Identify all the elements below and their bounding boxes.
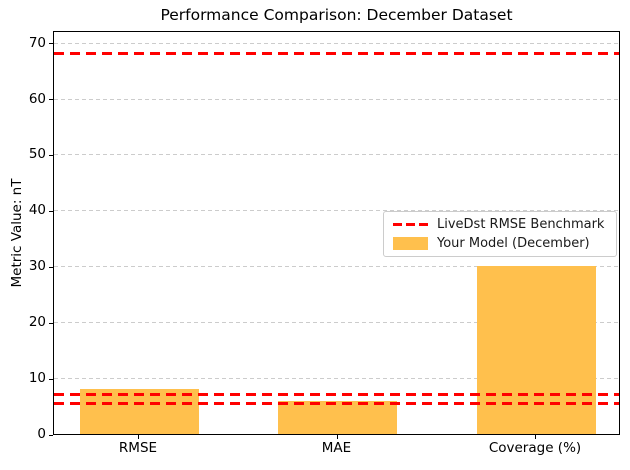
y-tick-label-0: 0: [37, 426, 46, 442]
bar-rmse: [79, 389, 199, 434]
x-tick-mark-coverage: [535, 435, 536, 439]
benchmark-line-68: [54, 52, 619, 56]
chart-title: Performance Comparison: December Dataset: [160, 6, 513, 24]
bar-mae: [278, 401, 397, 434]
y-tick-label-60: 60: [28, 90, 46, 107]
gridline-y-30: [54, 266, 619, 268]
x-tick-label-coverage: Coverage (%): [488, 440, 582, 456]
y-tick-label-70: 70: [28, 34, 46, 51]
gridline-y-70: [54, 42, 619, 44]
benchmark-line-5.5: [54, 401, 619, 405]
gridline-y-60: [54, 98, 619, 100]
benchmark-line-7.1: [54, 392, 619, 396]
y-tick-mark-60: [49, 99, 53, 100]
y-tick-label-10: 10: [28, 370, 46, 387]
gridline-y-40: [54, 210, 619, 212]
y-tick-mark-50: [49, 154, 53, 156]
legend-label-model: Your Model (December): [437, 235, 590, 251]
x-tick-label-mae: MAE: [321, 440, 352, 456]
x-tick-mark-rmse: [138, 435, 139, 439]
x-tick-mark-mae: [336, 435, 338, 439]
legend-entry-benchmark: LiveDst RMSE Benchmark: [393, 217, 607, 232]
legend-entry-model: Your Model (December): [393, 236, 607, 251]
y-tick-label-30: 30: [28, 258, 46, 275]
legend-dashed-line-icon: [393, 223, 428, 227]
y-tick-label-20: 20: [28, 314, 46, 331]
y-tick-mark-10: [49, 378, 53, 380]
y-tick-label-40: 40: [28, 202, 46, 219]
gridline-y-10: [54, 378, 619, 380]
bar-coverage: [476, 266, 596, 434]
x-tick-label-rmse: RMSE: [118, 440, 158, 456]
plot-area: LiveDst RMSE Benchmark Your Model (Decem…: [53, 31, 620, 435]
y-tick-mark-70: [49, 43, 53, 45]
y-tick-mark-30: [49, 266, 53, 268]
legend-bar-swatch-icon: [393, 236, 428, 250]
gridline-y-50: [54, 154, 619, 156]
gridline-y-20: [54, 322, 619, 324]
y-tick-mark-40: [49, 210, 53, 212]
legend: LiveDst RMSE Benchmark Your Model (Decem…: [383, 211, 617, 257]
legend-label-benchmark: LiveDst RMSE Benchmark: [437, 217, 605, 233]
y-tick-label-50: 50: [28, 146, 46, 163]
y-tick-mark-20: [49, 322, 53, 324]
y-tick-mark-0: [49, 434, 53, 436]
